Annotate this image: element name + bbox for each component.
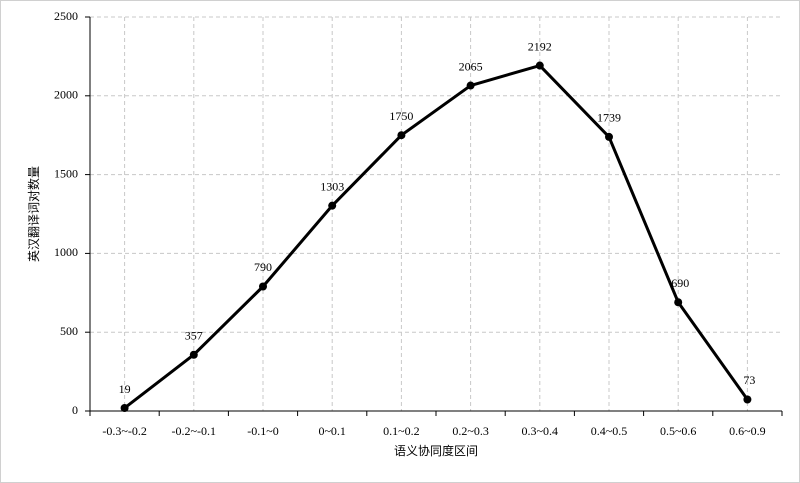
data-label: 1739: [597, 111, 621, 125]
data-label: 2065: [459, 59, 483, 73]
data-label: 19: [119, 382, 131, 396]
y-tick-label: 2500: [54, 9, 78, 23]
x-tick-label: 0.4~0.5: [591, 424, 628, 438]
y-tick-label: 1000: [54, 245, 78, 259]
x-tick-label: 0.5~0.6: [660, 424, 697, 438]
point: [397, 131, 406, 140]
point: [328, 201, 337, 210]
data-label: 690: [671, 276, 689, 290]
y-tick-label: 500: [60, 324, 78, 338]
x-tick-label: 0~0.1: [318, 424, 346, 438]
point: [743, 395, 752, 404]
x-tick-label: 0.6~0.9: [729, 424, 766, 438]
x-tick-label: -0.2~-0.1: [172, 424, 216, 438]
x-tick-label: -0.1~0: [247, 424, 279, 438]
point: [466, 81, 475, 90]
point: [189, 350, 198, 359]
point: [674, 298, 683, 307]
point: [259, 282, 267, 291]
point: [120, 404, 129, 413]
point: [535, 61, 544, 70]
data-label: 790: [254, 260, 272, 274]
y-tick-label: 2000: [54, 88, 78, 102]
data-label: 73: [743, 373, 755, 387]
point: [605, 132, 613, 141]
line: [123, 64, 749, 410]
y-axis-title: 英汉翻译词对数量: [26, 166, 41, 262]
x-tick-label: 0.2~0.3: [452, 424, 489, 438]
data-label: 1750: [389, 109, 413, 123]
y-tick-label: 1500: [54, 166, 78, 180]
x-axis-title: 语义协同度区间: [394, 443, 478, 458]
y-tick-label: 0: [72, 403, 78, 417]
x-tick-label: -0.3~-0.2: [102, 424, 146, 438]
x-tick-label: 0.1~0.2: [383, 424, 420, 438]
x-tick-label: 0.3~0.4: [522, 424, 559, 438]
data-label: 2192: [528, 39, 552, 53]
data-label: 357: [185, 328, 203, 342]
data-label: 1303: [320, 179, 344, 193]
